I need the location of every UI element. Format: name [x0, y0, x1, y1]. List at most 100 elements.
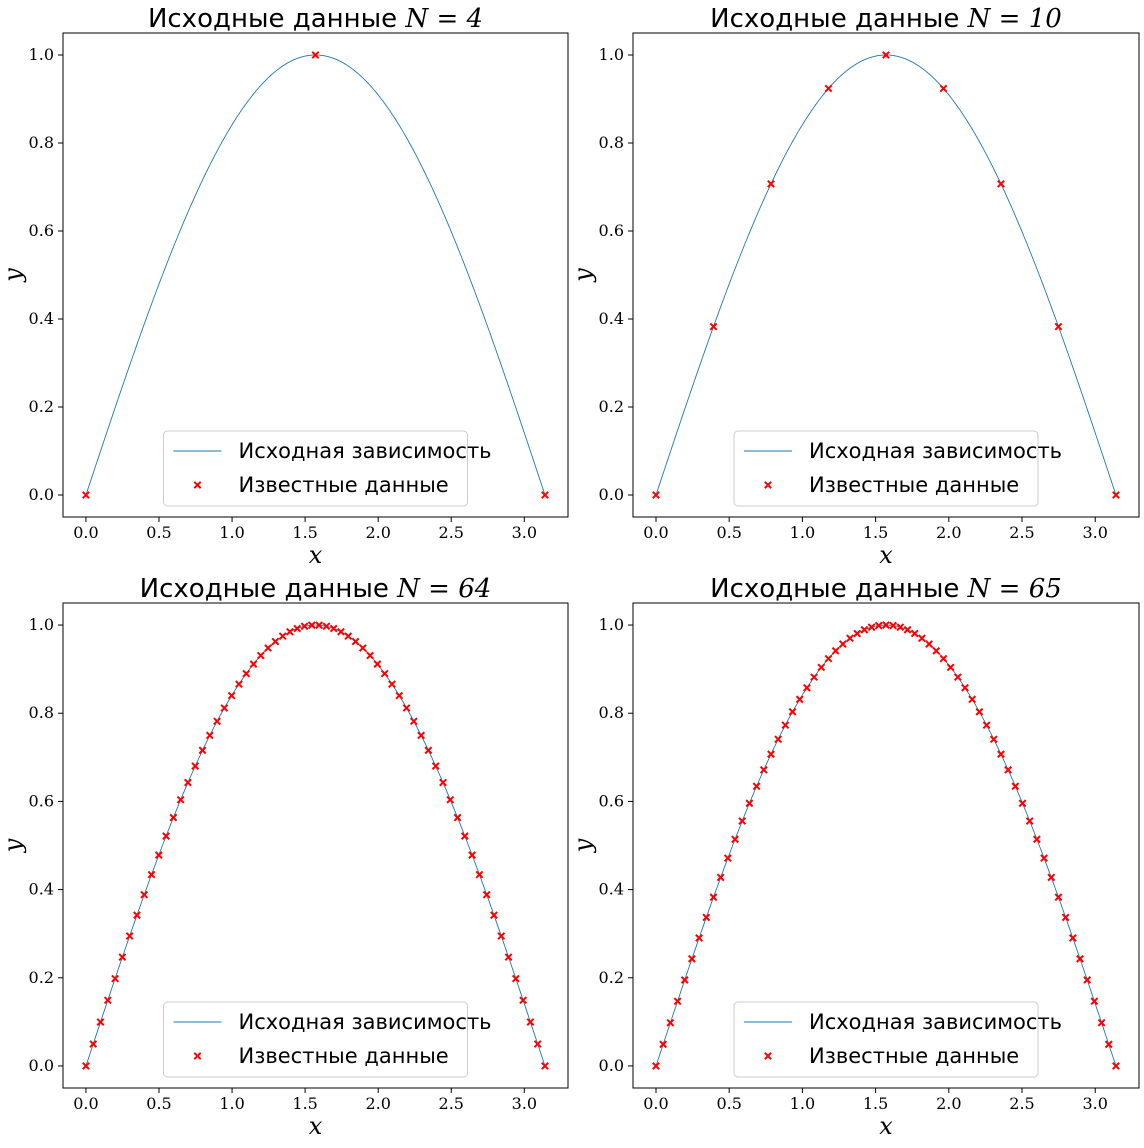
data-point [824, 654, 833, 663]
data-point [961, 683, 969, 692]
x-tick-label: 2.0 [936, 1094, 961, 1113]
data-point [874, 621, 883, 630]
data-point [533, 1040, 542, 1048]
data-point [286, 627, 294, 636]
chart-title-math: N = 10 [967, 4, 1062, 34]
x-tick-label: 2.5 [439, 1094, 464, 1113]
x-tick-label: 0.5 [716, 1094, 741, 1113]
y-axis-label: y [569, 268, 597, 283]
y-tick-label: 0.8 [599, 703, 624, 722]
data-point [810, 673, 819, 682]
x-tick-label: 2.0 [936, 523, 961, 542]
data-point [795, 695, 804, 704]
data-point [673, 997, 682, 1006]
y-tick-label: 0.0 [29, 1056, 54, 1075]
y-tick-label: 0.2 [599, 968, 624, 987]
axes-frame [62, 602, 569, 1089]
x-tick-label: 1.0 [790, 523, 815, 542]
data-point [103, 996, 112, 1005]
chart-title-math: N = 65 [967, 574, 1062, 604]
chart-title: Исходные данные N = 65 [710, 574, 1062, 604]
legend: Исходная зависимость Известные данные [733, 1001, 1062, 1078]
y-tick-label: 0.6 [599, 791, 624, 810]
data-point [997, 179, 1005, 188]
data-point [1090, 997, 1099, 1006]
x-tick-label: 1.0 [219, 523, 244, 542]
x-tick-label: 1.0 [790, 1094, 815, 1113]
legend-label-line: Исходная зависимость [239, 1010, 492, 1034]
data-point [519, 996, 528, 1005]
data-point [82, 1062, 90, 1070]
data-point [846, 634, 854, 643]
data-point [731, 835, 739, 844]
data-point [140, 890, 149, 899]
x-tick-label: 0.0 [643, 523, 668, 542]
chart-title-text: Исходные данные [140, 574, 398, 604]
data-point [311, 51, 320, 59]
data-point [373, 660, 382, 668]
data-point [982, 721, 991, 730]
data-point [96, 1018, 105, 1026]
legend-box [733, 1001, 1039, 1078]
data-point [896, 623, 905, 632]
data-point [946, 663, 955, 672]
legend-label-line: Исходная зависимость [809, 439, 1062, 463]
data-point [1011, 782, 1020, 791]
data-point [953, 673, 962, 682]
legend-marker-swatch [764, 481, 772, 489]
data-point [439, 778, 447, 787]
legend: Исходная зависимость Известные данные [163, 1001, 492, 1078]
data-point [1076, 954, 1084, 963]
data-point [198, 746, 207, 755]
chart-title-math: N = 64 [396, 574, 491, 604]
y-tick-label: 0.6 [29, 221, 54, 240]
data-point [147, 870, 156, 879]
data-point [162, 832, 170, 840]
y-tick-label: 0.8 [29, 133, 54, 152]
y-tick-label: 1.0 [599, 615, 624, 634]
chart-panel-2: Исходные данные N = 10 0.0 0.5 1.0 1.5 2.0 2.5… [569, 4, 1140, 569]
data-point [903, 625, 912, 634]
data-point [882, 51, 890, 59]
data-point [1104, 1040, 1113, 1049]
x-tick-label: 2.5 [1009, 523, 1034, 542]
data-point [752, 782, 761, 791]
data-point [511, 974, 520, 983]
y-tick-label: 0.2 [29, 397, 54, 416]
x-tick-label: 0.5 [716, 523, 741, 542]
data-point [1112, 491, 1120, 499]
data-point [939, 84, 948, 93]
series-line-original [655, 624, 1117, 1067]
data-point [1054, 322, 1063, 331]
data-point [1054, 893, 1063, 902]
series-line-original [655, 54, 1117, 496]
chart-title: Исходные данные N = 64 [140, 574, 492, 604]
x-axis-label: x [879, 1112, 893, 1140]
data-point [1097, 1018, 1106, 1027]
x-tick-label: 0.0 [643, 1094, 668, 1113]
data-point [652, 491, 660, 499]
data-point [767, 750, 775, 759]
data-point [688, 954, 696, 963]
data-point [300, 622, 309, 631]
data-point [264, 644, 273, 652]
y-tick-label: 0.2 [29, 968, 54, 987]
data-point [803, 683, 811, 692]
y-axis-label: y [0, 268, 27, 283]
data-point [431, 762, 440, 770]
legend-box [733, 430, 1039, 507]
x-tick-label: 0.5 [146, 523, 171, 542]
y-tick-label: 0.8 [29, 703, 54, 722]
data-point [468, 851, 477, 859]
data-point [125, 932, 134, 940]
x-tick-label: 3.0 [1082, 1094, 1107, 1113]
legend: Исходная зависимость Известные данные [733, 430, 1062, 507]
data-point [395, 691, 404, 700]
data-point [184, 778, 192, 787]
data-point [1083, 976, 1092, 984]
data-point [315, 621, 324, 630]
x-tick-label: 1.5 [863, 1094, 888, 1113]
data-point [497, 932, 506, 940]
data-point [227, 691, 236, 700]
data-point [824, 84, 833, 93]
